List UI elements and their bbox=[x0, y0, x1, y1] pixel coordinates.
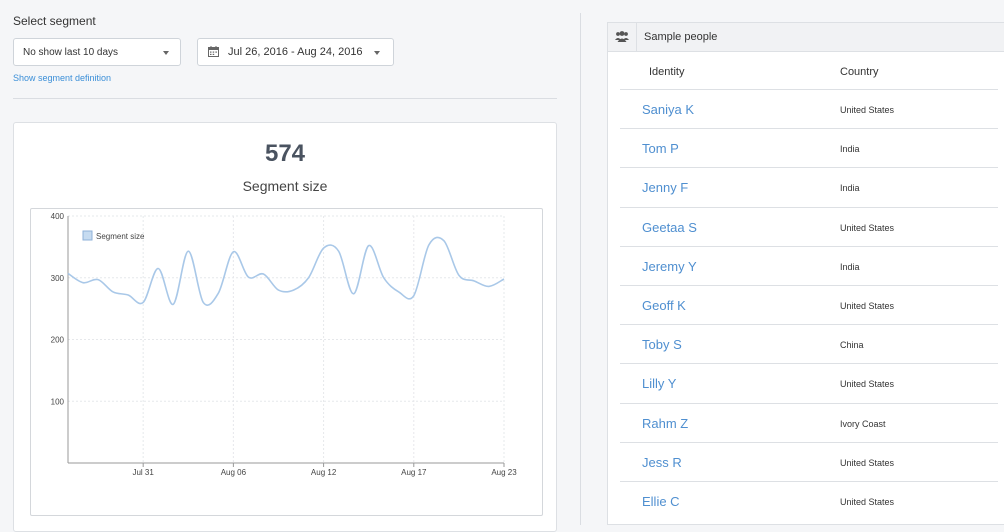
person-identity[interactable]: Lilly Y bbox=[642, 376, 677, 392]
vertical-divider bbox=[580, 13, 581, 525]
person-country: Ivory Coast bbox=[840, 418, 886, 429]
y-tick-label: 300 bbox=[51, 274, 65, 283]
x-tick-label: Aug 06 bbox=[221, 468, 247, 477]
person-country: India bbox=[840, 183, 860, 194]
segment-size-caption: Segment size bbox=[242, 178, 328, 194]
table-row[interactable]: Saniya K United States bbox=[620, 89, 998, 129]
person-identity[interactable]: Jenny F bbox=[642, 180, 689, 196]
y-tick-label: 100 bbox=[51, 397, 65, 406]
y-tick-label: 200 bbox=[51, 336, 65, 345]
section-title: Select segment bbox=[13, 14, 96, 28]
date-range-picker[interactable]: Jul 26, 2016 - Aug 24, 2016 bbox=[197, 38, 394, 66]
x-tick-label: Jul 31 bbox=[132, 468, 154, 477]
x-tick-label: Aug 12 bbox=[311, 468, 337, 477]
segment-area: Select segment No show last 10 days Jul … bbox=[13, 14, 557, 532]
person-identity[interactable]: Rahm Z bbox=[642, 415, 689, 431]
panel-title: Sample people bbox=[644, 31, 718, 43]
person-country: United States bbox=[840, 379, 895, 390]
country-column-header: Country bbox=[840, 66, 879, 78]
x-tick-label: Aug 23 bbox=[491, 468, 517, 477]
legend-label: Segment size bbox=[96, 232, 145, 241]
table-row[interactable]: Toby S China bbox=[620, 324, 998, 364]
person-country: China bbox=[840, 340, 864, 351]
table-row[interactable]: Rahm Z Ivory Coast bbox=[620, 402, 998, 443]
segment-dropdown[interactable]: No show last 10 days bbox=[13, 38, 181, 66]
show-segment-definition-link[interactable]: Show segment definition bbox=[13, 73, 112, 83]
person-country: United States bbox=[840, 457, 895, 468]
table-row[interactable]: Jess R United States bbox=[620, 441, 998, 482]
line-chart-svg: 400 300 200 100 Jul 31 Aug 06 Aug 12 Aug 17 Aug … bbox=[51, 212, 518, 477]
divider bbox=[13, 98, 557, 99]
table-row[interactable]: Geetaa S United States bbox=[620, 206, 998, 247]
person-identity[interactable]: Ellie C bbox=[642, 494, 680, 509]
person-country: India bbox=[840, 144, 860, 155]
date-range-value: Jul 26, 2016 - Aug 24, 2016 bbox=[228, 46, 363, 58]
panel-header: Sample people bbox=[608, 23, 1004, 52]
person-country: United States bbox=[840, 222, 895, 233]
person-country: United States bbox=[840, 105, 895, 115]
chevron-down-icon bbox=[163, 51, 169, 55]
identity-column-header: Identity bbox=[649, 66, 685, 78]
table-row[interactable]: Lilly Y United States bbox=[620, 363, 998, 403]
table-row[interactable]: Jenny F India bbox=[620, 167, 998, 207]
table-row[interactable]: Geoff K United States bbox=[620, 285, 998, 325]
x-tick-label: Aug 17 bbox=[401, 468, 427, 477]
person-country: United States bbox=[840, 497, 895, 507]
users-icon bbox=[615, 31, 629, 42]
table-row[interactable]: Jeremy Y India bbox=[620, 245, 998, 286]
person-identity[interactable]: Saniya K bbox=[642, 102, 695, 117]
person-identity[interactable]: Geoff K bbox=[642, 298, 686, 313]
person-identity[interactable]: Jess R bbox=[642, 454, 682, 470]
person-identity[interactable]: Toby S bbox=[642, 337, 682, 353]
table-row[interactable]: Ellie C United States bbox=[620, 481, 998, 521]
person-identity[interactable]: Geetaa S bbox=[642, 219, 697, 235]
calendar-icon bbox=[208, 46, 219, 57]
chevron-down-icon bbox=[374, 51, 380, 55]
legend-swatch bbox=[82, 230, 93, 241]
segment-size-chart: 400 300 200 100 Jul 31 Aug 06 Aug 12 Aug 17 Aug … bbox=[30, 208, 543, 516]
person-country: United States bbox=[840, 301, 895, 311]
table-row[interactable]: Tom P India bbox=[620, 128, 998, 168]
segment-count: 574 bbox=[264, 140, 306, 167]
person-country: India bbox=[840, 261, 860, 272]
segment-dropdown-value: No show last 10 days bbox=[23, 47, 119, 58]
person-identity[interactable]: Tom P bbox=[642, 141, 679, 157]
sample-people-panel: Sample people Identity Country Saniya K U… bbox=[607, 22, 1004, 525]
y-tick-label: 400 bbox=[51, 212, 65, 221]
segment-size-card: 574 Segment size 400 300 200 100 Jul 31 Aug 0… bbox=[13, 122, 557, 532]
panel-icon-cell bbox=[608, 23, 637, 51]
person-identity[interactable]: Jeremy Y bbox=[642, 258, 697, 274]
series-line-segment-size bbox=[67, 236, 505, 306]
